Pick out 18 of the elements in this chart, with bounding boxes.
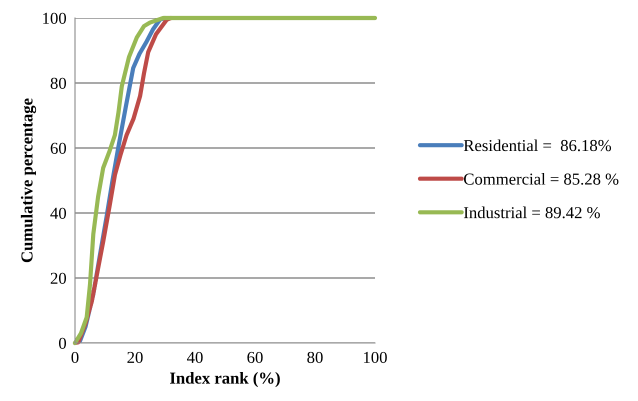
y-tick-label: 40 — [50, 208, 66, 219]
x-tick-label: 20 — [127, 352, 143, 364]
legend-label: Commercial = 85.28 % — [464, 172, 618, 185]
legend-label: Residential = 86.18% — [464, 139, 612, 152]
y-tick-label: 0 — [58, 338, 66, 349]
x-tick-label: 80 — [307, 352, 323, 364]
x-tick-label: 100 — [364, 352, 387, 364]
legend-label: Industrial = 89.42 % — [464, 206, 600, 218]
x-axis-title: Index rank (%) — [170, 372, 280, 388]
x-tick-label: 60 — [247, 352, 263, 364]
y-axis-title: Cumulative percentage — [20, 98, 36, 262]
x-tick-label: 0 — [71, 352, 79, 364]
y-tick-label: 100 — [43, 12, 66, 24]
y-tick-label: 60 — [50, 142, 66, 154]
y-tick-label: 20 — [50, 272, 66, 284]
x-tick-label: 40 — [186, 352, 203, 364]
y-tick-label: 80 — [50, 78, 66, 89]
line-series — [72, 16, 378, 346]
